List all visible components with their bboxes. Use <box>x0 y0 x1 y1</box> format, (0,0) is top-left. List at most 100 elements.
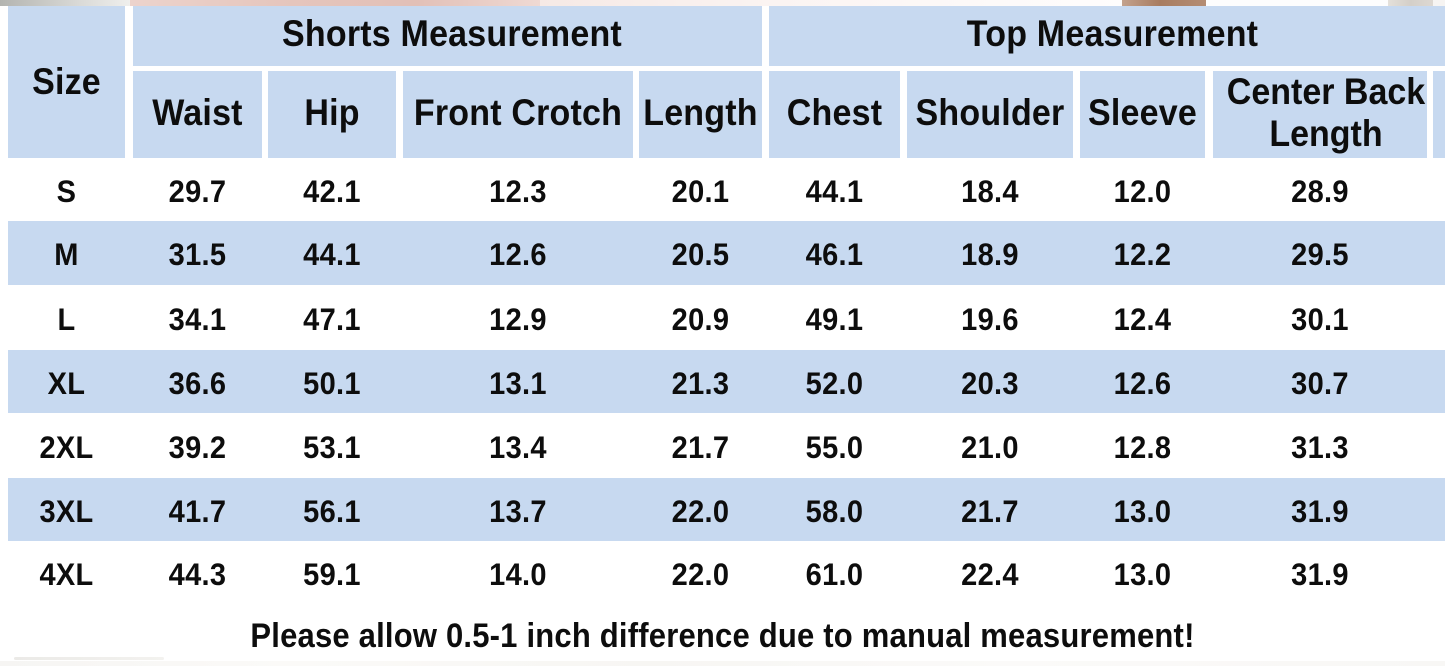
header-label-size: Size <box>32 61 101 103</box>
row-value: 12.9 <box>489 302 547 338</box>
header-label-sleeve: Sleeve <box>1088 92 1197 135</box>
row-value: 31.9 <box>1291 494 1349 530</box>
row-value: 49.1 <box>805 302 864 338</box>
table-row-2xl: 2XL 39.2 53.1 13.4 21.7 55.0 21.0 12.8 31.3 <box>8 413 1445 478</box>
header-cell-length: Length <box>639 71 762 158</box>
row-value: 46.1 <box>805 237 864 273</box>
header-cropped-sliver-bottom <box>1433 71 1445 158</box>
row-value: 44.1 <box>805 174 864 210</box>
row-value: 21.7 <box>671 430 730 466</box>
table-header: Size Shorts Measurement Top Measurement … <box>8 6 1445 158</box>
table-row-m: M 31.5 44.1 12.6 20.5 46.1 18.9 12.2 29.5 <box>8 221 1445 285</box>
row-value: 52.0 <box>805 366 864 402</box>
row-value: 55.0 <box>805 430 864 466</box>
row-size-label: 3XL <box>39 494 94 530</box>
row-value: 22.0 <box>671 494 730 530</box>
row-value: 13.1 <box>489 366 547 402</box>
row-value: 22.4 <box>961 557 1019 593</box>
row-value: 53.1 <box>303 430 361 466</box>
row-value: 12.6 <box>489 237 547 273</box>
row-value: 30.1 <box>1291 302 1349 338</box>
row-value: 13.0 <box>1113 557 1172 593</box>
header-label-hip: Hip <box>304 92 360 135</box>
row-value: 29.7 <box>168 174 227 210</box>
row-value: 13.7 <box>489 494 547 530</box>
header-label-length: Length <box>643 92 758 135</box>
row-value: 34.1 <box>168 302 227 338</box>
row-value: 61.0 <box>805 557 864 593</box>
row-value: 28.9 <box>1291 174 1349 210</box>
row-value: 12.8 <box>1113 430 1172 466</box>
header-cell-front-crotch: Front Crotch <box>403 71 633 158</box>
header-cell-shoulder: Shoulder <box>907 71 1073 158</box>
row-value: 13.4 <box>489 430 547 466</box>
header-cell-chest: Chest <box>769 71 900 158</box>
row-value: 12.4 <box>1113 302 1172 338</box>
row-value: 13.0 <box>1113 494 1172 530</box>
row-value: 29.5 <box>1291 237 1349 273</box>
row-value: 20.9 <box>671 302 730 338</box>
table-row-xl: XL 36.6 50.1 13.1 21.3 52.0 20.3 12.6 30.7 <box>8 350 1445 413</box>
row-value: 20.1 <box>671 174 730 210</box>
row-value: 36.6 <box>168 366 227 402</box>
table-body: S 29.7 42.1 12.3 20.1 44.1 18.4 12.0 28.9 M 31.5 44… <box>8 158 1445 605</box>
photo-edge-top-gray <box>0 0 130 6</box>
header-label-center-back-length: Center Back Length <box>1226 71 1426 156</box>
row-size-label: S <box>56 174 77 210</box>
header-cell-sleeve: Sleeve <box>1080 71 1205 158</box>
row-size-label: 2XL <box>39 430 94 466</box>
row-value: 21.7 <box>961 494 1019 530</box>
row-value: 12.3 <box>489 174 547 210</box>
table-row-4xl: 4XL 44.3 59.1 14.0 22.0 61.0 22.4 13.0 31.9 <box>8 541 1445 605</box>
row-value: 12.0 <box>1113 174 1172 210</box>
row-value: 44.3 <box>168 557 227 593</box>
header-label-waist: Waist <box>152 92 243 135</box>
photo-edge-bottom <box>0 661 1445 666</box>
row-value: 31.9 <box>1291 557 1349 593</box>
header-cell-size: Size <box>8 6 125 158</box>
row-value: 20.3 <box>961 366 1019 402</box>
row-value: 42.1 <box>303 174 361 210</box>
header-label-shorts-measurement: Shorts Measurement <box>282 13 622 55</box>
row-value: 41.7 <box>168 494 227 530</box>
row-value: 56.1 <box>303 494 361 530</box>
row-value: 31.3 <box>1291 430 1349 466</box>
row-size-label: 4XL <box>39 557 94 593</box>
row-value: 39.2 <box>168 430 227 466</box>
table-row-s: S 29.7 42.1 12.3 20.1 44.1 18.4 12.0 28.9 <box>8 158 1445 221</box>
header-label-front-crotch: Front Crotch <box>413 92 623 135</box>
photo-edge-top-pink <box>130 0 540 6</box>
footnote: Please allow 0.5-1 inch difference due t… <box>0 608 1445 664</box>
header-label-top-measurement: Top Measurement <box>966 13 1259 55</box>
row-value: 21.3 <box>671 366 730 402</box>
row-value: 19.6 <box>961 302 1019 338</box>
header-cell-center-back-length: Center Back Length <box>1213 71 1427 158</box>
row-value: 14.0 <box>489 557 547 593</box>
header-cell-waist: Waist <box>133 71 262 158</box>
row-value: 44.1 <box>303 237 361 273</box>
table-row-3xl: 3XL 41.7 56.1 13.7 22.0 58.0 21.7 13.0 31.9 <box>8 478 1445 541</box>
row-value: 30.7 <box>1291 366 1349 402</box>
row-value: 31.5 <box>168 237 227 273</box>
header-label-shoulder: Shoulder <box>915 92 1065 135</box>
footnote-text: Please allow 0.5-1 inch difference due t… <box>250 616 1195 655</box>
table-row-l: L 34.1 47.1 12.9 20.9 49.1 19.6 12.4 30.1 <box>8 285 1445 350</box>
row-value: 47.1 <box>303 302 361 338</box>
row-value: 59.1 <box>303 557 361 593</box>
photo-edge-top-taupe <box>1388 0 1433 6</box>
row-value: 58.0 <box>805 494 864 530</box>
row-value: 12.6 <box>1113 366 1172 402</box>
photo-edge-top-right <box>1433 0 1445 6</box>
row-value: 50.1 <box>303 366 361 402</box>
row-value: 12.2 <box>1113 237 1172 273</box>
row-value: 20.5 <box>671 237 730 273</box>
photo-edge-top-pale <box>540 0 1122 6</box>
row-value: 22.0 <box>671 557 730 593</box>
header-label-chest: Chest <box>786 92 883 135</box>
row-size-label: L <box>57 302 76 338</box>
row-size-label: M <box>54 237 79 273</box>
photo-edge-top-white <box>1206 0 1388 6</box>
row-value: 21.0 <box>961 430 1019 466</box>
row-size-label: XL <box>47 366 86 402</box>
